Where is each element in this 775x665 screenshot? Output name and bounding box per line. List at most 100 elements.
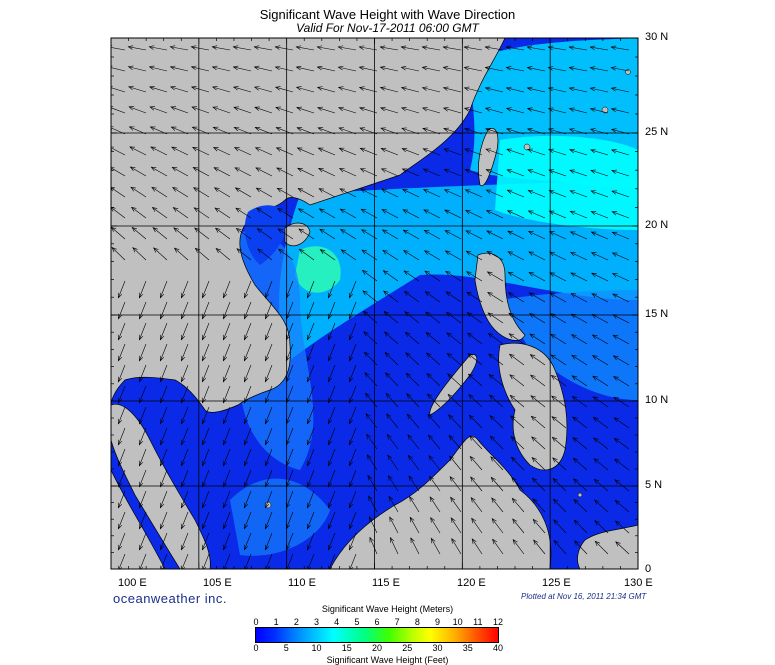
wave-arrow bbox=[254, 46, 273, 51]
wave-arrow-head bbox=[138, 460, 144, 467]
wave-arrow-head bbox=[327, 502, 333, 509]
wave-arrow-head bbox=[222, 460, 228, 467]
wave-arrow bbox=[297, 167, 315, 177]
wave-arrow-head bbox=[407, 434, 413, 440]
wave-arrow-head bbox=[509, 394, 516, 400]
wave-arrow bbox=[160, 553, 168, 569]
wave-arrow bbox=[191, 46, 210, 51]
wave-arrow-head bbox=[404, 331, 411, 337]
wave-arrow-head bbox=[511, 477, 517, 483]
wave-arrow-head bbox=[255, 187, 262, 193]
wave-arrow-head bbox=[489, 415, 495, 421]
wave-arrow-head bbox=[180, 481, 186, 488]
wave-arrow bbox=[590, 46, 609, 51]
wave-arrow-head bbox=[589, 66, 596, 71]
wave-arrow bbox=[118, 280, 126, 298]
wave-arrow bbox=[172, 167, 189, 177]
wave-arrow bbox=[489, 415, 504, 429]
wave-arrow-head bbox=[384, 331, 390, 337]
wave-arrow-head bbox=[327, 418, 333, 425]
wave-arrow bbox=[465, 230, 483, 240]
wave-arrow-head bbox=[385, 372, 391, 378]
wave-arrow-head bbox=[338, 127, 345, 132]
wave-arrow-head bbox=[380, 106, 386, 112]
wave-arrow-head bbox=[201, 502, 207, 509]
wave-arrow-head bbox=[571, 395, 578, 401]
wave-arrow bbox=[318, 188, 336, 198]
wave-arrow-head bbox=[159, 544, 165, 551]
wave-arrow-head bbox=[463, 107, 470, 112]
wave-arrow-head bbox=[485, 148, 491, 153]
wave-arrow bbox=[595, 541, 609, 555]
wave-arrow bbox=[485, 46, 504, 51]
wave-arrow bbox=[277, 188, 294, 198]
wave-arrow-head bbox=[547, 45, 554, 50]
colorbar-meter-tick: 4 bbox=[334, 617, 340, 627]
wave-arrow bbox=[214, 187, 231, 198]
wave-arrow bbox=[317, 66, 336, 72]
wave-arrow-head bbox=[591, 272, 597, 278]
wave-arrow-head bbox=[306, 523, 312, 530]
wave-arrow-head bbox=[508, 312, 514, 318]
wave-arrow bbox=[551, 416, 567, 429]
wave-arrow-head bbox=[243, 418, 249, 425]
wave-arrow-head bbox=[128, 106, 135, 111]
wave-arrow bbox=[160, 385, 168, 403]
wave-arrow-head bbox=[505, 86, 512, 92]
wave-arrow bbox=[485, 67, 504, 72]
wave-arrow bbox=[202, 301, 210, 319]
chart-title: Significant Wave Height with Wave Direct… bbox=[259, 7, 516, 22]
wave-arrow bbox=[265, 343, 273, 361]
wave-arrow-head bbox=[591, 334, 598, 340]
wave-arrow-head bbox=[421, 107, 428, 112]
wave-arrow-head bbox=[138, 355, 144, 362]
wave-arrow bbox=[328, 280, 336, 298]
wave-arrow-head bbox=[531, 477, 538, 483]
wave-arrow-head bbox=[138, 376, 144, 383]
lon-label-120: 120 E bbox=[457, 577, 486, 589]
wave-arrow-head bbox=[589, 107, 596, 112]
wave-arrow-head bbox=[257, 248, 263, 254]
wave-arrow bbox=[468, 373, 483, 387]
wave-arrow-head bbox=[400, 66, 407, 71]
colorbar-meter-tick: 6 bbox=[374, 617, 380, 627]
wave-arrow bbox=[548, 46, 567, 51]
wave-arrow bbox=[118, 553, 126, 569]
wave-arrow-head bbox=[366, 433, 372, 440]
wave-arrow bbox=[492, 539, 504, 555]
wave-arrow bbox=[594, 479, 609, 492]
wave-arrow-head bbox=[149, 106, 156, 111]
wave-arrow bbox=[527, 67, 546, 72]
wave-arrow-head bbox=[222, 292, 228, 299]
wave-arrow bbox=[612, 231, 630, 240]
wave-arrow-head bbox=[614, 458, 620, 464]
wave-arrow bbox=[466, 291, 483, 303]
wave-arrow bbox=[349, 364, 357, 382]
wave-arrow bbox=[160, 322, 168, 340]
wave-arrow-head bbox=[138, 397, 144, 404]
wave-arrow bbox=[275, 46, 294, 51]
wave-arrow bbox=[173, 207, 189, 219]
wave-arrow bbox=[592, 375, 609, 387]
wave-arrow bbox=[307, 511, 315, 529]
wave-arrow bbox=[429, 496, 441, 513]
wave-arrow-head bbox=[365, 413, 371, 419]
wave-arrow-head bbox=[379, 45, 386, 50]
wave-arrow bbox=[160, 427, 168, 445]
wave-arrow-head bbox=[369, 536, 374, 543]
wave-arrow bbox=[549, 210, 567, 219]
wave-arrow bbox=[447, 373, 462, 387]
wave-arrow-head bbox=[424, 291, 431, 297]
wave-arrow-head bbox=[467, 332, 473, 338]
wave-arrow bbox=[365, 392, 378, 408]
wave-arrow bbox=[591, 252, 609, 261]
wave-arrow-head bbox=[470, 497, 476, 503]
wave-arrow bbox=[118, 364, 126, 382]
wave-arrow-head bbox=[243, 397, 249, 404]
wave-arrow bbox=[286, 343, 294, 361]
wave-arrow-head bbox=[180, 376, 186, 383]
wave-arrow bbox=[443, 107, 462, 114]
wave-arrow-head bbox=[550, 354, 557, 360]
wave-arrow-head bbox=[529, 354, 536, 359]
chart-subtitle: Valid For Nov-17-2011 06:00 GMT bbox=[296, 21, 479, 35]
